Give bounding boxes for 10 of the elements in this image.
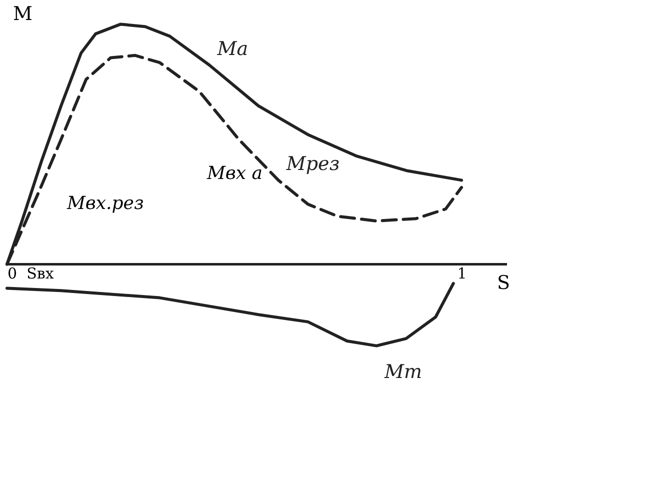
x-tick-label: Sвх	[26, 264, 54, 283]
x-tick-label: 1	[457, 264, 467, 283]
series-label: Ma	[216, 38, 248, 60]
x-tick-label: 0	[8, 264, 18, 283]
x-axis-title: S	[497, 272, 510, 294]
series-label: Mт	[384, 360, 422, 383]
series-label: Mрез	[285, 153, 340, 176]
annotation: Mвх а	[206, 163, 263, 184]
y-axis-title: M	[13, 3, 32, 25]
annotation: Mвх.рез	[66, 193, 144, 214]
